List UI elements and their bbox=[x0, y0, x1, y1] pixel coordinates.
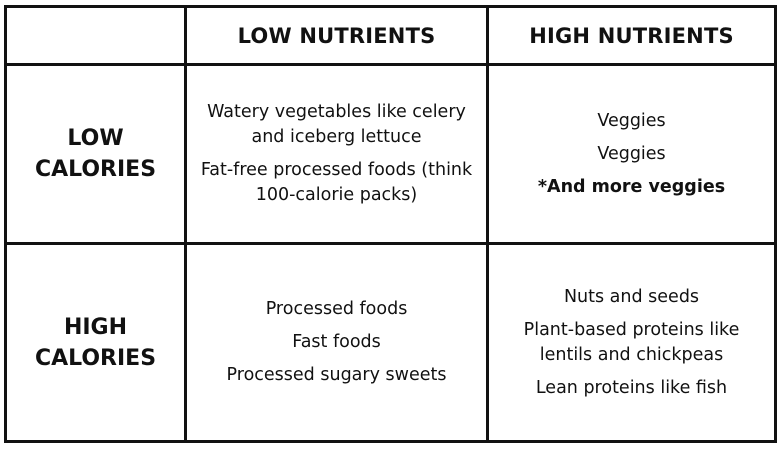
cell-item: Veggies bbox=[597, 110, 666, 131]
row-header-line: CALORIES bbox=[34, 157, 157, 182]
cell-item: Processed foods bbox=[265, 299, 408, 319]
cell-item-line: and iceberg lettuce bbox=[251, 127, 422, 147]
cell-low-cal-high-nut: Veggies Veggies *And more veggies bbox=[489, 66, 774, 242]
divider-vertical-2 bbox=[486, 8, 489, 440]
cell-item-line: Plant-based proteins like bbox=[523, 319, 740, 340]
corner-cell bbox=[7, 8, 184, 63]
cell-low-cal-low-nut: Watery vegetables like celery and iceber… bbox=[187, 66, 486, 242]
cell-item: Fast foods bbox=[292, 332, 381, 352]
nutrition-calorie-grid: LOW NUTRIENTS HIGH NUTRIENTS LOW CALORIE… bbox=[4, 5, 777, 443]
cell-item-line: Watery vegetables like celery bbox=[207, 102, 466, 122]
cell-high-cal-low-nut: Processed foods Fast foods Processed sug… bbox=[187, 245, 486, 440]
divider-horizontal-1 bbox=[7, 63, 774, 66]
cell-item: Watery vegetables like celery and iceber… bbox=[207, 100, 466, 150]
cell-item: Plant-based proteins like lentils and ch… bbox=[524, 318, 740, 368]
cell-high-cal-high-nut: Nuts and seeds Plant-based proteins like… bbox=[489, 245, 774, 440]
divider-horizontal-2 bbox=[7, 242, 774, 245]
cell-item: Nuts and seeds bbox=[563, 286, 700, 307]
cell-item: Fat-free processed foods (think 100-calo… bbox=[201, 158, 472, 208]
cell-item: Lean proteins like fish bbox=[535, 377, 728, 398]
cell-item-line: lentils and chickpeas bbox=[539, 344, 724, 365]
cell-item-line: Fat-free processed foods (think bbox=[200, 160, 473, 180]
cell-item-line: 100-calorie packs) bbox=[255, 185, 418, 205]
row-header-low-calories: LOW CALORIES bbox=[7, 66, 184, 242]
row-header-line: CALORIES bbox=[34, 345, 157, 371]
row-header-line: HIGH bbox=[63, 314, 128, 340]
cell-item: Processed sugary sweets bbox=[226, 365, 447, 385]
cell-item-emphasis: *And more veggies bbox=[537, 176, 726, 197]
cell-item: Veggies bbox=[597, 143, 666, 164]
column-header-high-nutrients: HIGH NUTRIENTS bbox=[529, 23, 734, 48]
divider-vertical-1 bbox=[184, 8, 187, 440]
row-header-high-calories: HIGH CALORIES bbox=[7, 245, 184, 440]
row-header-line: LOW bbox=[67, 126, 124, 151]
column-header-low-nutrients: LOW NUTRIENTS bbox=[237, 23, 436, 48]
